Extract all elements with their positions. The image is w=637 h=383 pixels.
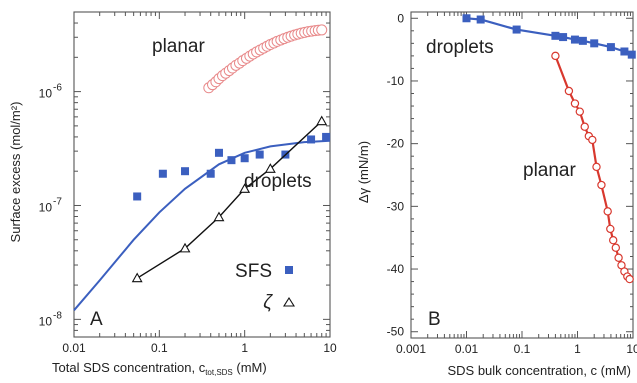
droplets-point [559, 33, 567, 41]
sfs-point [159, 170, 167, 178]
droplets-point [513, 26, 521, 34]
x-tick-label: 1 [241, 341, 248, 355]
y-tick-label: -20 [387, 137, 405, 151]
panel-a-annotation-droplets: droplets [244, 171, 312, 192]
panel-b-x-tick-labels: 0.001 0.01 0.1 1 10 [396, 342, 637, 356]
zeta-point [317, 117, 326, 125]
x-tick-label: 1 [574, 342, 581, 356]
panel-b: 0.001 0.01 0.1 1 10 0 -10 -20 -30 -40 -50 SDS bul… [356, 11, 637, 378]
x-tick-label: 10 [626, 342, 637, 356]
panel-b-letter: B [428, 309, 441, 330]
droplets-point [620, 47, 628, 55]
planar-point [565, 87, 572, 94]
y-tick-label-exponent: -6 [53, 83, 62, 94]
planar-point [607, 225, 614, 232]
planar-point [576, 108, 583, 115]
planar-point [604, 208, 611, 215]
x-tick-label: 0.01 [62, 341, 86, 355]
zeta-line [137, 121, 322, 278]
y-tick-label: -30 [387, 199, 405, 213]
planar-point [598, 181, 605, 188]
planar-point [610, 237, 617, 244]
droplets-point [628, 51, 636, 59]
panel-a-legend: SFS ζ [235, 261, 294, 313]
planar-point [317, 25, 327, 35]
fit-curve [74, 141, 330, 310]
planar-point [615, 254, 622, 261]
x-tick-label: 0.01 [455, 342, 479, 356]
planar-point [612, 244, 619, 251]
x-tick-label: 0.1 [514, 342, 531, 356]
droplets-point [607, 43, 615, 51]
panel-b-y-axis-title: Δγ (mN/m) [356, 141, 371, 203]
droplets-point [551, 32, 559, 40]
panel-a-annotation-planar: planar [152, 36, 205, 57]
planar-point [593, 163, 600, 170]
y-tick-label: -40 [387, 262, 405, 276]
zeta-point [133, 274, 142, 282]
sfs-point [256, 151, 264, 159]
y-tick-label: 0 [397, 11, 404, 25]
y-tick-label: -10 [387, 74, 405, 88]
y-tick-label: 10 [39, 87, 53, 101]
sfs-point [227, 156, 235, 164]
x-tick-label: 0.001 [396, 342, 426, 356]
panel-b-annotation-droplets: droplets [426, 37, 494, 58]
planar-point [589, 136, 596, 143]
x-tick-label: 10 [323, 341, 337, 355]
sfs-point [307, 135, 315, 143]
y-tick-label-exponent: -8 [53, 310, 62, 321]
panel-a-y-tick-labels: 10-810-710-6 [39, 83, 63, 329]
panel-b-y-tick-labels: 0 -10 -20 -30 -40 -50 [387, 11, 405, 338]
legend-zeta-marker [284, 298, 294, 306]
panel-a-letter: A [90, 309, 103, 330]
droplets-point [571, 36, 579, 44]
sfs-point [215, 149, 223, 157]
panel-a-x-tick-labels: 0.01 0.1 1 10 [62, 341, 337, 355]
planar-point [571, 100, 578, 107]
droplets-point [463, 14, 471, 22]
y-tick-label: 10 [39, 200, 53, 214]
y-tick-label-exponent: -7 [53, 196, 62, 207]
panel-a-x-axis-title: Total SDS concentration, ctot,SDS (mM) [52, 360, 267, 377]
x-tick-label: 0.1 [151, 341, 168, 355]
y-tick-label: 10 [39, 314, 53, 328]
droplets-point [579, 37, 587, 45]
panel-b-x-axis-title: SDS bulk concentration, c (mM) [447, 363, 631, 378]
sfs-point [133, 192, 141, 200]
y-tick-label: -50 [387, 325, 405, 339]
panel-a-y-axis-title: Surface excess (mol/m²) [8, 102, 23, 243]
droplets-point [590, 39, 598, 47]
panel-b-annotation-planar: planar [523, 160, 576, 181]
planar-point [581, 123, 588, 130]
planar-point [552, 52, 559, 59]
planar-point [626, 275, 633, 282]
sfs-point [181, 167, 189, 175]
legend-sfs-marker [285, 266, 293, 274]
droplets-point [477, 16, 485, 24]
panel-a: 0.01 0.1 1 10 10-810-710-6 Total SDS concen… [8, 12, 337, 377]
sfs-point [322, 133, 330, 141]
sfs-point [241, 154, 249, 162]
legend-zeta-label: ζ [263, 292, 273, 313]
sfs-point [207, 170, 215, 178]
legend-sfs-label: SFS [235, 261, 272, 282]
